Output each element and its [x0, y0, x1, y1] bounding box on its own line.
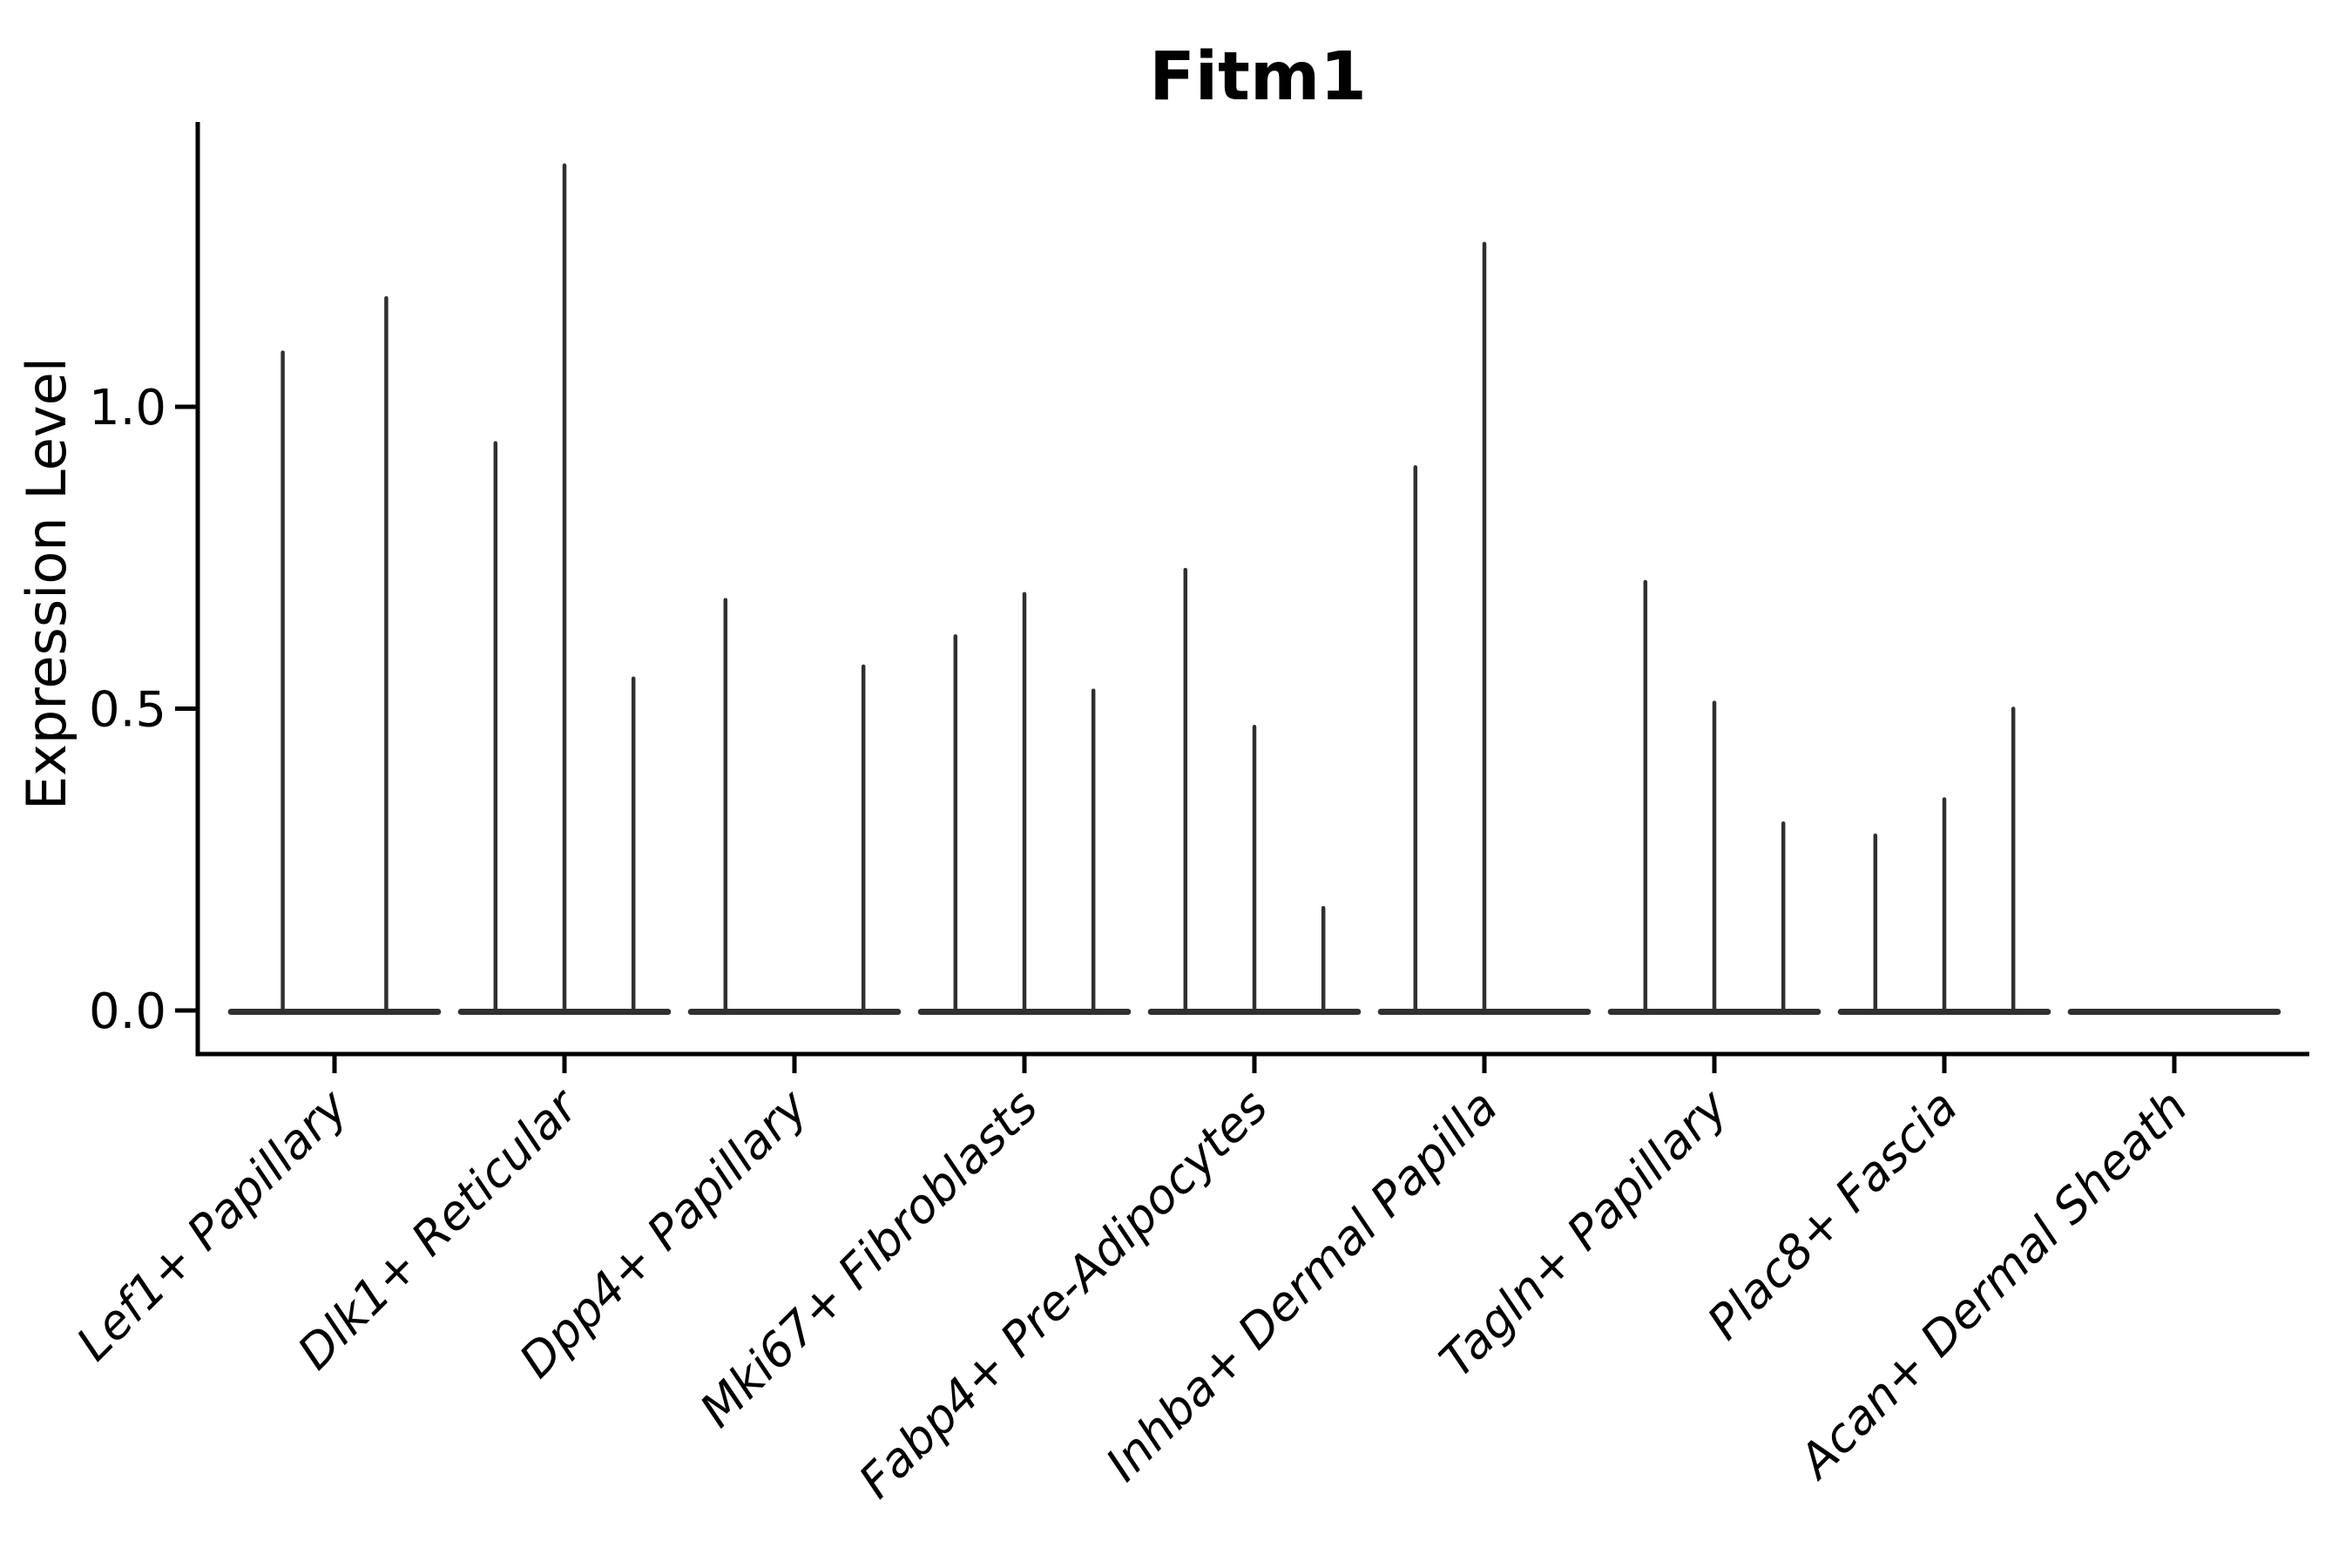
- y-tick-label: 0.0: [89, 983, 166, 1040]
- x-tick-label: Acan+ Dermal Sheath: [1787, 1079, 2198, 1490]
- y-tick-label: 1.0: [89, 380, 166, 436]
- x-tick-label: Fabp4+ Pre-Adipocytes: [848, 1079, 1278, 1509]
- y-axis-label: Expression Level: [15, 357, 78, 810]
- x-tick-label: Plac8+ Fascia: [1697, 1079, 1968, 1350]
- x-tick-label: Inhba+ Dermal Papilla: [1095, 1079, 1508, 1492]
- chart-title: Fitm1: [1149, 38, 1367, 116]
- y-tick-label: 0.5: [89, 682, 166, 739]
